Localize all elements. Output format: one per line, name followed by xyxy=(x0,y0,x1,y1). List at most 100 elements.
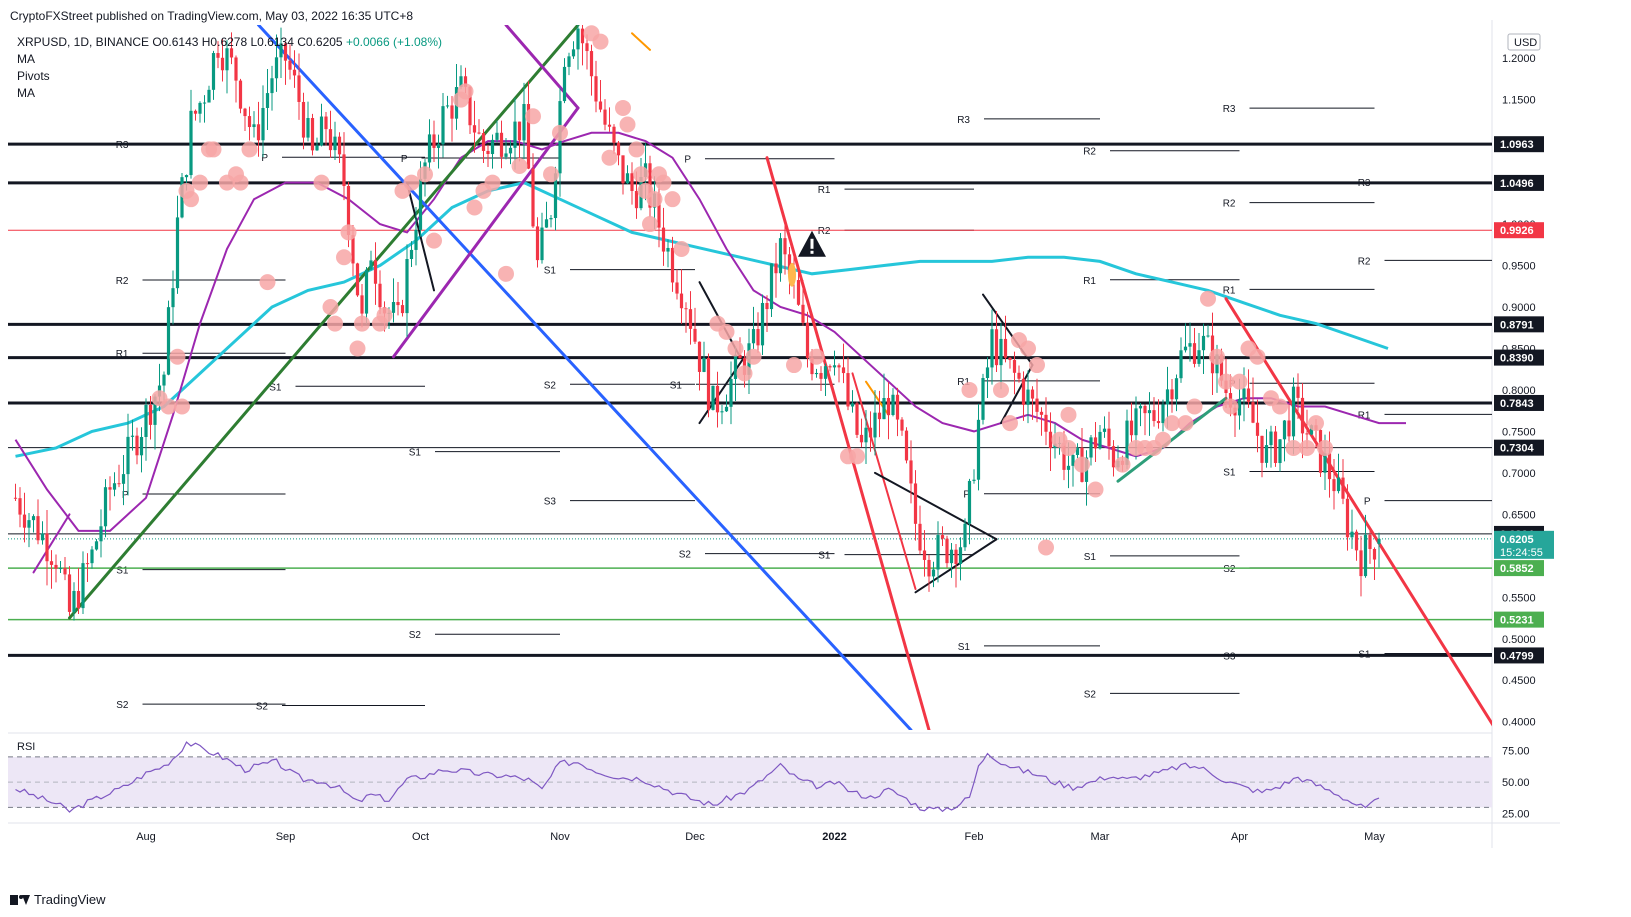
candle-body xyxy=(256,124,261,141)
candle-body xyxy=(495,132,499,140)
candle-body xyxy=(220,57,225,71)
candle-body xyxy=(346,186,351,236)
candle-body xyxy=(1188,343,1192,347)
candle-body xyxy=(90,549,94,564)
candle-body xyxy=(913,483,918,524)
currency-box xyxy=(1507,33,1541,51)
candle-body xyxy=(373,260,378,284)
candle-body xyxy=(778,238,783,274)
chart-grid xyxy=(8,20,1560,848)
highlight-marker xyxy=(642,216,658,233)
pivot-label: R2 xyxy=(1083,147,1096,158)
level-badge-text: 0.8791 xyxy=(1500,319,1534,331)
legend-main-row: XRPUSD, 1D, BINANCE O0.6143 H0.6278 L0.6… xyxy=(17,34,442,51)
candle-body xyxy=(1138,405,1143,409)
pivot-label: S3 xyxy=(544,497,557,508)
candle-body xyxy=(873,412,877,438)
candle-body xyxy=(1012,360,1017,373)
highlight-marker xyxy=(993,381,1009,398)
time-axis[interactable]: Aug Sep Oct Nov Dec 2022 Feb Mar Apr May xyxy=(136,831,1385,843)
highlight-marker xyxy=(205,141,222,158)
ma-short-line xyxy=(14,131,1406,532)
candle-body xyxy=(477,132,481,134)
brand-name: TradingView xyxy=(34,892,106,907)
highlight-marker xyxy=(232,174,249,191)
price-tick: 0.8000 xyxy=(1502,385,1536,397)
candle-body xyxy=(877,412,882,420)
candle-body xyxy=(549,218,553,220)
pivot-label: S1 xyxy=(818,551,831,562)
candle-body xyxy=(810,358,814,375)
candle-body xyxy=(288,60,292,70)
pivot-label: S1 xyxy=(116,566,129,577)
candle-body xyxy=(72,590,76,612)
candle-body xyxy=(319,116,324,146)
candle-body xyxy=(63,568,67,575)
candle-body xyxy=(972,479,976,481)
candle-body xyxy=(445,105,450,107)
candle-body xyxy=(1192,343,1197,364)
legend-symbol[interactable]: XRPUSD, 1D, BINANCE xyxy=(17,35,150,49)
candle-body xyxy=(1161,404,1165,424)
level-badge xyxy=(1494,647,1544,664)
candle-body xyxy=(603,109,607,125)
pivot-label: S2 xyxy=(679,550,692,561)
candle-body xyxy=(931,569,936,577)
highlight-marker xyxy=(1060,440,1077,456)
level-badge xyxy=(1494,136,1544,153)
level-badge-text: 0.5852 xyxy=(1500,563,1534,575)
candle-body xyxy=(1062,442,1066,470)
candle-body xyxy=(531,168,535,227)
candle-body xyxy=(1255,422,1260,436)
candle-body xyxy=(85,563,90,565)
time-tick: 2022 xyxy=(822,831,846,843)
highlight-marker xyxy=(615,99,631,116)
legend-close: C0.6205 xyxy=(297,35,343,49)
candle-body xyxy=(774,263,778,274)
legend-study-pivots[interactable]: Pivots xyxy=(17,69,50,83)
candle-body xyxy=(153,396,157,425)
candle-body xyxy=(18,498,22,515)
candle-body xyxy=(117,483,121,485)
pivot-label: R3 xyxy=(1223,104,1236,115)
highlight-marker xyxy=(426,232,442,249)
pivot-label: S1 xyxy=(269,382,282,393)
candle-body xyxy=(333,136,337,151)
candle-body xyxy=(675,282,679,294)
legend-study-ma-2[interactable]: MA xyxy=(17,86,35,100)
candle-body xyxy=(693,328,697,342)
candle-body xyxy=(1008,357,1012,361)
candle-body xyxy=(261,107,265,141)
candle-body xyxy=(513,121,517,148)
pivot-label: S1 xyxy=(409,448,422,459)
price-axis[interactable]: USD1.20001.15001.00000.95000.90000.85000… xyxy=(1494,33,1554,729)
pivot-label: R1 xyxy=(1358,410,1371,421)
candle-body xyxy=(1044,414,1048,432)
candle-body xyxy=(666,247,670,252)
candle-body xyxy=(936,535,940,570)
highlight-marker xyxy=(664,191,681,208)
level-badge xyxy=(1494,349,1544,366)
highlight-marker xyxy=(592,33,609,50)
candle-body xyxy=(738,354,742,359)
price-tick: 1.1500 xyxy=(1502,95,1536,107)
pivot-label: R1 xyxy=(957,377,970,388)
candle-body xyxy=(1179,350,1183,379)
candle-body xyxy=(396,302,400,306)
candle-body xyxy=(1282,420,1287,440)
highlight-marker xyxy=(511,158,528,174)
candle-body xyxy=(184,175,189,178)
trendline xyxy=(257,25,913,730)
candle-body xyxy=(225,48,229,71)
legend-study-ma-1[interactable]: MA xyxy=(17,52,35,66)
candle-body xyxy=(1332,479,1336,492)
candle-body xyxy=(720,411,724,413)
candle-body xyxy=(45,533,49,562)
candle-body xyxy=(562,66,567,102)
highlight-marker xyxy=(327,315,343,332)
candle-body xyxy=(108,487,112,490)
candle-body xyxy=(985,367,990,379)
highlight-marker xyxy=(1020,340,1036,357)
candle-body xyxy=(1345,498,1350,538)
